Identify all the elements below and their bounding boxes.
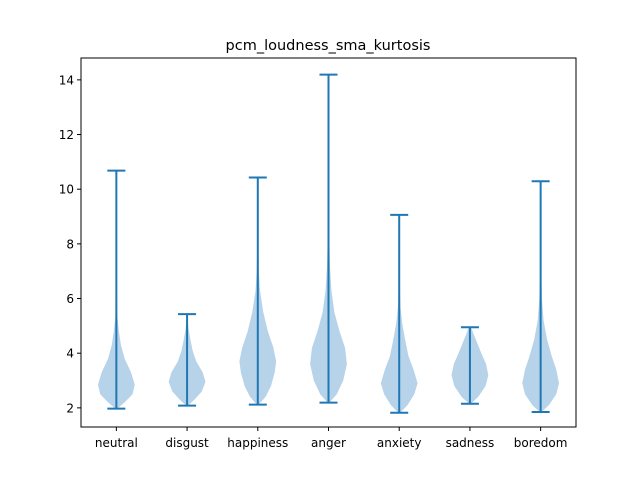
y-tick-label: 12: [59, 128, 74, 142]
violin-neutral: [97, 169, 135, 410]
y-tick-label: 6: [66, 292, 74, 306]
x-tick-label: anxiety: [377, 436, 422, 450]
violins-layer: [97, 73, 560, 414]
x-tick-label: boredom: [514, 436, 568, 450]
x-tick-label: anger: [311, 436, 346, 450]
violin-disgust: [168, 313, 206, 407]
x-axis: neutral disgust happiness anger anxiety sadne…: [95, 427, 568, 450]
violin-anxiety: [380, 213, 418, 414]
y-axis: 2 4 6 8 10 12 14: [59, 73, 81, 415]
x-tick-label: happiness: [227, 436, 288, 450]
x-tick-label: disgust: [165, 436, 209, 450]
y-tick-label: 8: [66, 237, 74, 251]
y-tick-label: 4: [66, 347, 74, 361]
plot-frame: [80, 57, 577, 428]
chart-title: pcm_loudness_sma_kurtosis: [226, 38, 431, 54]
x-tick-label: neutral: [95, 436, 138, 450]
x-tick-label: sadness: [446, 436, 495, 450]
y-tick-label: 14: [59, 73, 74, 87]
violin-sadness: [451, 326, 489, 405]
violin-happiness: [239, 176, 277, 406]
y-tick-label: 10: [59, 183, 74, 197]
violin-anger: [310, 73, 347, 404]
violin-boredom: [522, 180, 560, 413]
y-tick-label: 2: [66, 401, 74, 415]
